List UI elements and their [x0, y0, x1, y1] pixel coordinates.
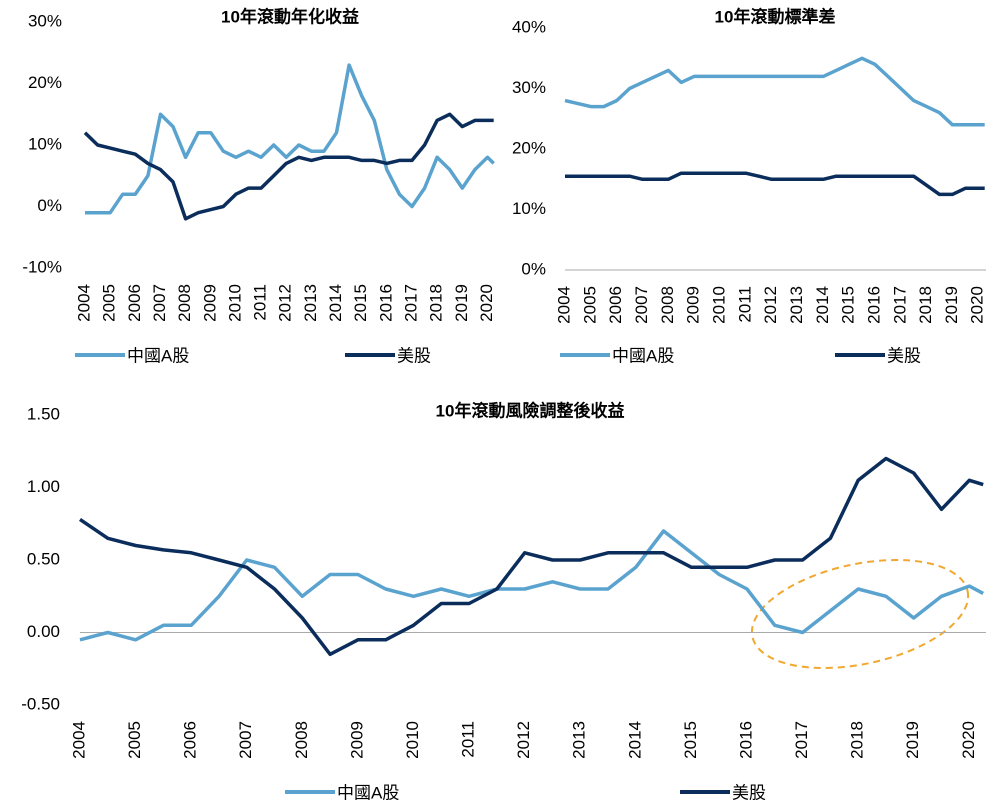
x-tick-label: 2014: [813, 286, 832, 324]
x-tick-label: 2006: [606, 286, 625, 324]
highlight-ellipse: [750, 559, 970, 669]
x-tick-label: 2005: [125, 721, 144, 759]
x-tick-label: 2018: [848, 721, 867, 759]
legend-label: 中國A股: [612, 346, 674, 365]
x-tick-label: 2007: [236, 721, 255, 759]
x-tick-label: 2016: [736, 721, 755, 759]
y-tick-label: 1.00: [27, 477, 60, 496]
x-tick-label: 2014: [326, 284, 345, 322]
chart-title: 10年滾動風險調整後收益: [436, 400, 625, 420]
x-tick-label: 2006: [125, 284, 144, 322]
x-tick-label: 2013: [787, 286, 806, 324]
x-tick-label: 2009: [347, 721, 366, 759]
x-tick-label: 2004: [554, 286, 573, 324]
x-tick-label: 2007: [632, 286, 651, 324]
x-tick-label: 2008: [658, 286, 677, 324]
x-tick-label: 2016: [864, 286, 883, 324]
x-tick-label: 2020: [959, 721, 978, 759]
x-tick-label: 2017: [401, 284, 420, 322]
x-tick-label: 2008: [292, 721, 311, 759]
x-tick-label: 2009: [684, 286, 703, 324]
x-tick-label: 2005: [100, 284, 119, 322]
x-tick-label: 2012: [514, 721, 533, 759]
x-tick-label: 2020: [477, 284, 496, 322]
x-tick-label: 2018: [916, 286, 935, 324]
y-tick-label: 0.00: [27, 622, 60, 641]
chart-title: 10年滾動年化收益: [221, 6, 359, 26]
x-tick-label: 2011: [735, 286, 754, 323]
x-tick-label: 2009: [200, 284, 219, 322]
x-tick-label: 2014: [625, 721, 644, 759]
y-tick-label: 0.50: [27, 549, 60, 568]
x-tick-label: 2005: [580, 286, 599, 324]
x-tick-label: 2013: [301, 284, 320, 322]
x-tick-label: 2017: [890, 286, 909, 324]
legend-label: 美股: [887, 346, 921, 365]
x-tick-label: 2011: [251, 284, 270, 321]
x-tick-label: 2019: [452, 284, 471, 322]
series-line: [564, 56, 985, 127]
x-tick-label: 2015: [351, 284, 370, 322]
x-tick-label: 2008: [175, 284, 194, 322]
y-tick-label: 10%: [512, 199, 546, 218]
y-tick-label: 20%: [28, 73, 62, 92]
series-line: [85, 63, 495, 215]
x-tick-label: 2007: [150, 284, 169, 322]
y-tick-label: -10%: [22, 257, 62, 276]
y-tick-label: 20%: [512, 138, 546, 157]
y-tick-label: 0%: [37, 196, 62, 215]
series-line: [79, 456, 984, 657]
x-tick-label: 2015: [839, 286, 858, 324]
series-line: [83, 112, 494, 221]
y-tick-label: 30%: [512, 78, 546, 97]
x-tick-label: 2006: [181, 721, 200, 759]
x-tick-label: 2019: [942, 286, 961, 324]
series-line: [565, 171, 985, 197]
x-tick-label: 2004: [74, 284, 93, 322]
x-tick-label: 2010: [225, 284, 244, 322]
x-tick-label: 2016: [376, 284, 395, 322]
x-tick-label: 2017: [792, 721, 811, 759]
legend-label: 中國A股: [337, 783, 399, 802]
x-tick-label: 2010: [403, 721, 422, 759]
series-line: [79, 529, 985, 642]
x-tick-label: 2010: [709, 286, 728, 324]
legend-label: 中國A股: [127, 346, 189, 365]
x-tick-label: 2012: [761, 286, 780, 324]
y-tick-label: 10%: [28, 134, 62, 153]
x-tick-label: 2004: [69, 721, 88, 759]
y-tick-label: 30%: [28, 11, 62, 30]
chart-title: 10年滾動標準差: [715, 6, 836, 26]
x-tick-label: 2019: [903, 721, 922, 759]
legend-label: 美股: [732, 783, 766, 802]
y-tick-label: 0%: [521, 259, 546, 278]
x-tick-label: 2018: [427, 284, 446, 322]
x-tick-label: 2011: [459, 721, 478, 758]
x-tick-label: 2015: [681, 721, 700, 759]
legend-label: 美股: [397, 346, 431, 365]
x-tick-label: 2012: [276, 284, 295, 322]
y-tick-label: -0.50: [21, 694, 60, 713]
y-tick-label: 40%: [512, 17, 546, 36]
x-tick-label: 2020: [968, 286, 987, 324]
y-tick-label: 1.50: [27, 404, 60, 423]
x-tick-label: 2013: [570, 721, 589, 759]
